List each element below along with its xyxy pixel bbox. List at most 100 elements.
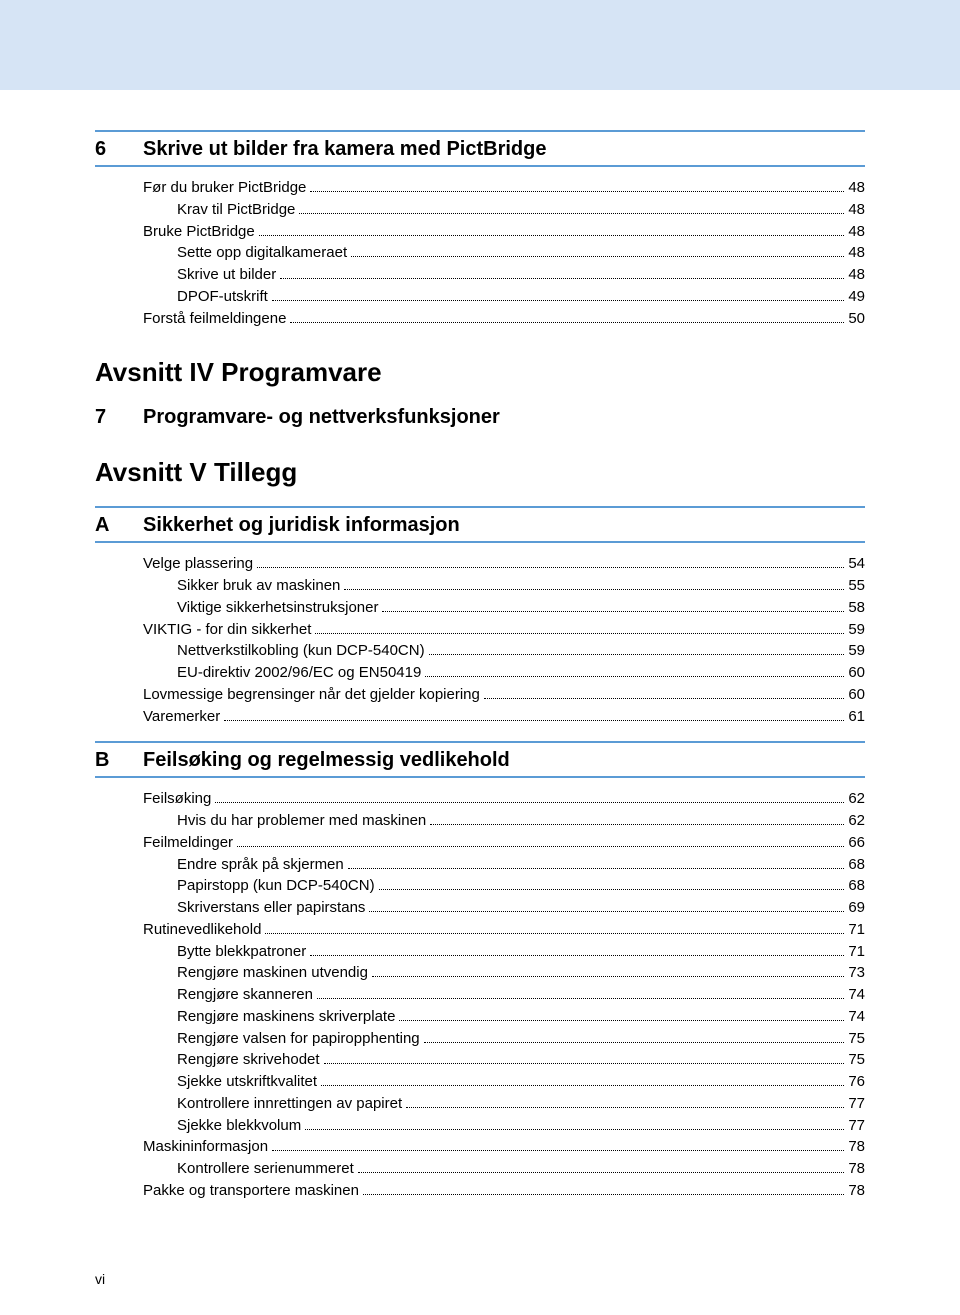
toc-entry[interactable]: Hvis du har problemer med maskinen62 (143, 810, 865, 832)
toc-entry[interactable]: Feilmeldinger66 (143, 832, 865, 854)
toc-label: Sette opp digitalkameraet (177, 242, 347, 264)
toc-page-number: 49 (848, 286, 865, 308)
toc-entry[interactable]: Før du bruker PictBridge 48 (143, 177, 865, 199)
toc-page-number: 76 (848, 1071, 865, 1093)
section-7-header: 7 Programvare- og nettverksfunksjoner (95, 406, 865, 429)
toc-leader-dots (348, 868, 845, 869)
toc-entry[interactable]: Rutinevedlikehold71 (143, 919, 865, 941)
toc-leader-dots (379, 889, 845, 890)
toc-entry[interactable]: Kontrollere innrettingen av papiret 77 (143, 1093, 865, 1115)
toc-page-number: 77 (848, 1093, 865, 1115)
toc-page-number: 48 (848, 177, 865, 199)
toc-label: Kontrollere innrettingen av papiret (177, 1093, 402, 1115)
toc-leader-dots (321, 1085, 844, 1086)
section-6-header: 6 Skrive ut bilder fra kamera med PictBr… (95, 130, 865, 167)
toc-page-number: 58 (848, 597, 865, 619)
toc-leader-dots (315, 633, 844, 634)
toc-entry[interactable]: Skriverstans eller papirstans69 (143, 897, 865, 919)
toc-entry[interactable]: DPOF-utskrift 49 (143, 286, 865, 308)
toc-entry[interactable]: Feilsøking62 (143, 788, 865, 810)
toc-label: DPOF-utskrift (177, 286, 268, 308)
toc-leader-dots (369, 911, 844, 912)
toc-label: Rengjøre maskinens skriverplate (177, 1006, 395, 1028)
toc-label: Pakke og transportere maskinen (143, 1180, 359, 1202)
toc-leader-dots (237, 846, 844, 847)
toc-leader-dots (363, 1194, 844, 1195)
toc-entry[interactable]: Maskininformasjon78 (143, 1136, 865, 1158)
toc-leader-dots (299, 213, 844, 214)
toc-entry[interactable]: Sette opp digitalkameraet48 (143, 242, 865, 264)
toc-label: EU-direktiv 2002/96/EC og EN50419 (177, 662, 421, 684)
toc-entry[interactable]: Rengjøre skanneren74 (143, 984, 865, 1006)
toc-entry[interactable]: Sjekke blekkvolum77 (143, 1115, 865, 1137)
toc-leader-dots (382, 611, 844, 612)
toc-label: Rengjøre valsen for papiropphenting (177, 1028, 420, 1050)
toc-page-number: 77 (848, 1115, 865, 1137)
toc-entry[interactable]: Velge plassering54 (143, 553, 865, 575)
toc-page-number: 68 (848, 854, 865, 876)
toc-leader-dots (310, 955, 844, 956)
toc-label: Skriverstans eller papirstans (177, 897, 365, 919)
toc-entry[interactable]: Krav til PictBridge48 (143, 199, 865, 221)
toc-entry[interactable]: Sikker bruk av maskinen55 (143, 575, 865, 597)
toc-entry[interactable]: Bytte blekkpatroner71 (143, 941, 865, 963)
toc-label: Feilsøking (143, 788, 211, 810)
toc-entry[interactable]: Bruke PictBridge 48 (143, 221, 865, 243)
toc-entry[interactable]: Varemerker61 (143, 706, 865, 728)
toc-page-number: 48 (848, 264, 865, 286)
toc-entry[interactable]: Kontrollere serienummeret78 (143, 1158, 865, 1180)
section-b-title: Feilsøking og regelmessig vedlikehold (143, 749, 510, 772)
section-6-number: 6 (95, 138, 143, 161)
toc-leader-dots (344, 589, 844, 590)
toc-page-number: 59 (848, 619, 865, 641)
toc-label: Bytte blekkpatroner (177, 941, 306, 963)
toc-leader-dots (429, 654, 845, 655)
toc-label: Forstå feilmeldingene (143, 308, 286, 330)
toc-entry[interactable]: Nettverkstilkobling (kun DCP-540CN)59 (143, 640, 865, 662)
toc-page-number: 60 (848, 662, 865, 684)
toc-leader-dots (358, 1172, 845, 1173)
toc-leader-dots (280, 278, 844, 279)
toc-label: Nettverkstilkobling (kun DCP-540CN) (177, 640, 425, 662)
section-a-header: A Sikkerhet og juridisk informasjon (95, 506, 865, 543)
toc-entry[interactable]: Endre språk på skjermen68 (143, 854, 865, 876)
toc-leader-dots (265, 933, 844, 934)
toc-entry[interactable]: Papirstopp (kun DCP-540CN)68 (143, 875, 865, 897)
toc-leader-dots (317, 998, 844, 999)
toc-entry[interactable]: Lovmessige begrensinger når det gjelder … (143, 684, 865, 706)
toc-label: VIKTIG - for din sikkerhet (143, 619, 311, 641)
section-7-title: Programvare- og nettverksfunksjoner (143, 406, 500, 429)
toc-leader-dots (351, 256, 844, 257)
toc-entry[interactable]: Forstå feilmeldingene50 (143, 308, 865, 330)
toc-leader-dots (272, 1150, 844, 1151)
toc-page-number: 55 (848, 575, 865, 597)
toc-page-number: 78 (848, 1136, 865, 1158)
section-6-toc: Før du bruker PictBridge48Krav til PictB… (143, 177, 865, 329)
toc-entry[interactable]: Pakke og transportere maskinen78 (143, 1180, 865, 1202)
toc-label: Sjekke utskriftkvalitet (177, 1071, 317, 1093)
toc-entry[interactable]: VIKTIG - for din sikkerhet 59 (143, 619, 865, 641)
toc-page-number: 75 (848, 1028, 865, 1050)
toc-label: Før du bruker PictBridge (143, 177, 306, 199)
toc-entry[interactable]: Viktige sikkerhetsinstruksjoner58 (143, 597, 865, 619)
section-b-number: B (95, 749, 143, 772)
avsnitt-iv-title: Avsnitt IV Programvare (95, 357, 865, 388)
toc-label: Bruke PictBridge (143, 221, 255, 243)
content-area: 6 Skrive ut bilder fra kamera med PictBr… (0, 90, 960, 1216)
toc-label: Kontrollere serienummeret (177, 1158, 354, 1180)
toc-entry[interactable]: Rengjøre maskinen utvendig 73 (143, 962, 865, 984)
toc-entry[interactable]: EU-direktiv 2002/96/EC og EN50419 60 (143, 662, 865, 684)
toc-label: Lovmessige begrensinger når det gjelder … (143, 684, 480, 706)
toc-page-number: 48 (848, 221, 865, 243)
section-a-toc: Velge plassering54Sikker bruk av maskine… (143, 553, 865, 727)
toc-leader-dots (484, 698, 844, 699)
toc-entry[interactable]: Rengjøre valsen for papiropphenting 75 (143, 1028, 865, 1050)
toc-page-number: 73 (848, 962, 865, 984)
toc-label: Krav til PictBridge (177, 199, 295, 221)
toc-entry[interactable]: Skrive ut bilder48 (143, 264, 865, 286)
toc-label: Varemerker (143, 706, 220, 728)
toc-entry[interactable]: Rengjøre skrivehodet75 (143, 1049, 865, 1071)
toc-label: Rengjøre maskinen utvendig (177, 962, 368, 984)
toc-entry[interactable]: Rengjøre maskinens skriverplate74 (143, 1006, 865, 1028)
toc-entry[interactable]: Sjekke utskriftkvalitet 76 (143, 1071, 865, 1093)
